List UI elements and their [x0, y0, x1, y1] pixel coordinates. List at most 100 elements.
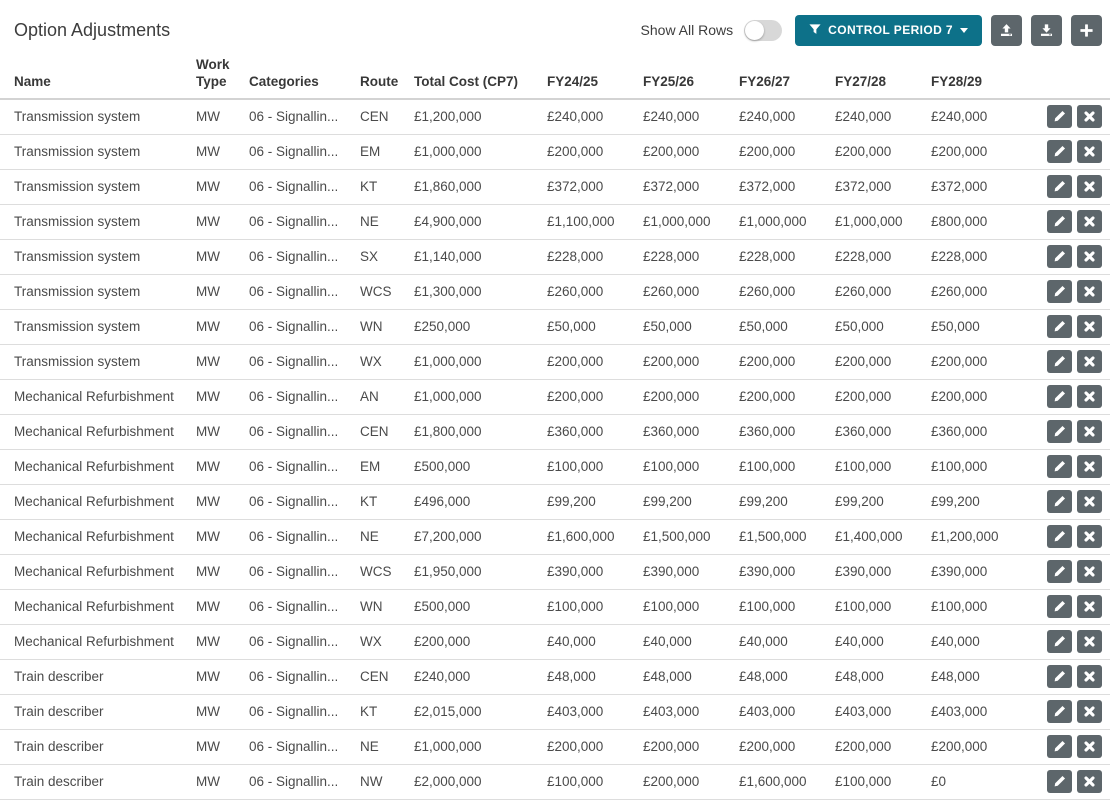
cell-fy28-29: £200,000 [931, 344, 1026, 380]
cell-fy28-29: £100,000 [931, 589, 1026, 625]
cell-fy26-27: £99,200 [739, 484, 835, 520]
cell-fy24-25: £1,600,000 [547, 519, 643, 555]
delete-row-button[interactable] [1077, 455, 1102, 478]
edit-row-button[interactable] [1047, 420, 1072, 443]
cell-name: Mechanical Refurbishment [0, 554, 196, 590]
edit-row-button[interactable] [1047, 280, 1072, 303]
cell-categories: 06 - Signallin... [249, 659, 360, 695]
delete-row-button[interactable] [1077, 735, 1102, 758]
edit-row-button[interactable] [1047, 700, 1072, 723]
delete-row-button[interactable] [1077, 595, 1102, 618]
cell-categories: 06 - Signallin... [249, 589, 360, 625]
cell-work-type: MW [196, 484, 249, 520]
row-actions [1026, 624, 1110, 660]
edit-row-button[interactable] [1047, 595, 1072, 618]
cell-route: WX [360, 344, 414, 380]
download-button[interactable] [1031, 14, 1062, 46]
cell-total-cost: £1,300,000 [414, 274, 547, 310]
cell-name: Train describer [0, 764, 196, 800]
edit-row-button[interactable] [1047, 770, 1072, 793]
delete-row-button[interactable] [1077, 385, 1102, 408]
cell-fy24-25: £200,000 [547, 344, 643, 380]
row-actions [1026, 414, 1110, 450]
cell-route: AN [360, 379, 414, 415]
edit-row-button[interactable] [1047, 140, 1072, 163]
delete-row-button[interactable] [1077, 420, 1102, 443]
row-actions [1026, 204, 1110, 240]
cell-fy25-26: £260,000 [643, 274, 739, 310]
cell-total-cost: £1,800,000 [414, 414, 547, 450]
cell-name: Mechanical Refurbishment [0, 624, 196, 660]
option-adjustments-table: Name Work Type Categories Route Total Cost (… [0, 54, 1110, 800]
edit-row-button[interactable] [1047, 630, 1072, 653]
delete-row-button[interactable] [1077, 210, 1102, 233]
delete-row-button[interactable] [1077, 280, 1102, 303]
delete-row-button[interactable] [1077, 665, 1102, 688]
cell-total-cost: £1,950,000 [414, 554, 547, 590]
cell-total-cost: £2,000,000 [414, 764, 547, 800]
edit-row-button[interactable] [1047, 525, 1072, 548]
delete-row-button[interactable] [1077, 105, 1102, 129]
cell-route: WN [360, 309, 414, 345]
delete-row-button[interactable] [1077, 630, 1102, 653]
delete-row-button[interactable] [1077, 245, 1102, 268]
edit-row-button[interactable] [1047, 210, 1072, 233]
edit-row-button[interactable] [1047, 665, 1072, 688]
table-row: Train describer MW 06 - Signallin... NW £2,0… [0, 764, 1110, 800]
cell-fy26-27: £372,000 [739, 169, 835, 205]
cell-categories: 06 - Signallin... [249, 554, 360, 590]
edit-row-button[interactable] [1047, 735, 1072, 758]
delete-row-button[interactable] [1077, 490, 1102, 513]
cell-fy27-28: £360,000 [835, 414, 931, 450]
cell-route: CEN [360, 414, 414, 450]
cell-fy26-27: £240,000 [739, 99, 835, 135]
column-header-route: Route [360, 54, 414, 100]
x-icon [1084, 286, 1095, 297]
cell-total-cost: £1,200,000 [414, 99, 547, 135]
edit-row-button[interactable] [1047, 455, 1072, 478]
delete-row-button[interactable] [1077, 770, 1102, 793]
delete-row-button[interactable] [1077, 560, 1102, 583]
x-icon [1084, 496, 1095, 507]
edit-row-button[interactable] [1047, 385, 1072, 408]
delete-row-button[interactable] [1077, 350, 1102, 373]
cell-fy24-25: £99,200 [547, 484, 643, 520]
cell-fy27-28: £200,000 [835, 344, 931, 380]
edit-row-button[interactable] [1047, 245, 1072, 268]
edit-row-button[interactable] [1047, 350, 1072, 373]
cell-fy26-27: £50,000 [739, 309, 835, 345]
cell-categories: 06 - Signallin... [249, 239, 360, 275]
control-period-filter-button[interactable]: CONTROL PERIOD 7 [795, 14, 982, 46]
delete-row-button[interactable] [1077, 525, 1102, 548]
x-icon [1084, 146, 1095, 157]
filter-funnel-icon [809, 24, 821, 36]
cell-fy24-25: £1,100,000 [547, 204, 643, 240]
pencil-icon [1053, 355, 1066, 368]
edit-row-button[interactable] [1047, 490, 1072, 513]
delete-row-button[interactable] [1077, 700, 1102, 723]
cell-total-cost: £500,000 [414, 589, 547, 625]
cell-categories: 06 - Signallin... [249, 449, 360, 485]
column-header-name: Name [0, 54, 196, 100]
edit-row-button[interactable] [1047, 560, 1072, 583]
column-header-fy27-28: FY27/28 [835, 54, 931, 100]
edit-row-button[interactable] [1047, 105, 1072, 129]
delete-row-button[interactable] [1077, 140, 1102, 163]
add-button[interactable] [1071, 14, 1102, 46]
cell-fy25-26: £1,000,000 [643, 204, 739, 240]
cell-route: KT [360, 484, 414, 520]
cell-fy27-28: £1,000,000 [835, 204, 931, 240]
cell-name: Mechanical Refurbishment [0, 519, 196, 555]
pencil-icon [1053, 670, 1066, 683]
delete-row-button[interactable] [1077, 315, 1102, 338]
row-actions [1026, 764, 1110, 800]
edit-row-button[interactable] [1047, 315, 1072, 338]
row-actions [1026, 484, 1110, 520]
filter-button-label: CONTROL PERIOD 7 [828, 23, 953, 37]
cell-fy25-26: £240,000 [643, 99, 739, 135]
cell-total-cost: £1,000,000 [414, 379, 547, 415]
upload-button[interactable] [991, 14, 1022, 46]
delete-row-button[interactable] [1077, 175, 1102, 198]
edit-row-button[interactable] [1047, 175, 1072, 198]
show-all-rows-toggle[interactable] [744, 19, 783, 41]
